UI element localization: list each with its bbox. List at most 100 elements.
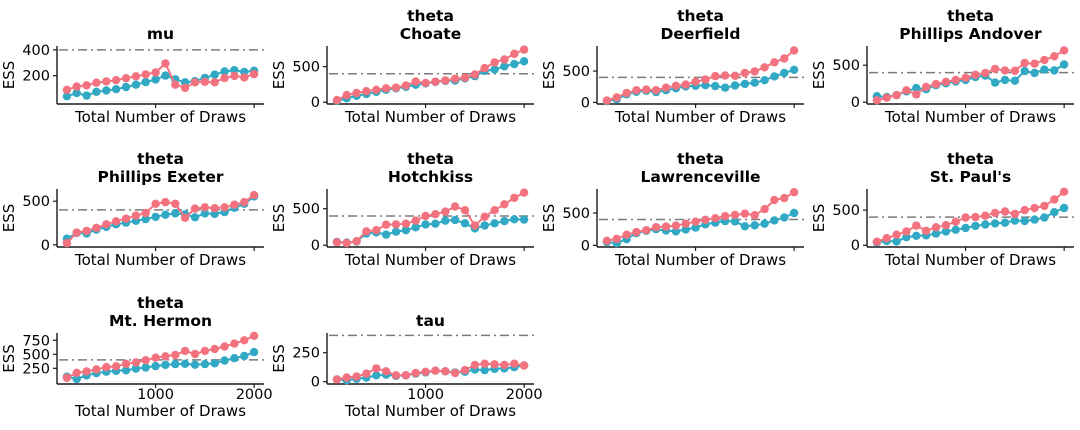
data-point-pink (342, 239, 351, 248)
data-point-pink (111, 361, 121, 371)
data-point-pink (161, 59, 170, 68)
data-point-teal (72, 88, 81, 98)
data-point-pink (220, 203, 229, 212)
data-point-pink (990, 64, 1000, 74)
data-point-pink (151, 353, 160, 362)
data-point-pink (401, 81, 411, 90)
data-point-pink (730, 211, 740, 220)
data-point-pink (622, 230, 631, 240)
x-tick-label: 2000 (506, 387, 543, 403)
subplot-theta-phillips-andover: theta Phillips Andover 0 500 ESS Total Number… (810, 0, 1080, 143)
data-point-pink (411, 368, 420, 377)
y-tick-label: 250 (22, 361, 50, 377)
data-point-pink (882, 93, 891, 102)
data-point-pink (372, 363, 381, 373)
data-point-pink (249, 331, 259, 340)
y-tick-label: 400 (22, 43, 50, 59)
data-point-pink (1010, 210, 1020, 219)
data-point-pink (82, 366, 91, 376)
data-point-teal (1010, 216, 1020, 226)
data-point-pink (951, 75, 960, 85)
data-point-pink (121, 214, 131, 224)
x-axis-label: Total Number of Draws (884, 251, 1056, 269)
data-point-teal (1020, 217, 1029, 226)
data-point-pink (102, 362, 111, 372)
data-point-pink (210, 344, 219, 353)
data-point-pink (190, 204, 200, 214)
data-point-pink (372, 226, 381, 235)
data-point-pink (490, 359, 499, 369)
data-point-pink (391, 370, 401, 380)
y-tick-label: 200 (22, 69, 50, 85)
data-point-pink (332, 374, 342, 384)
y-tick-label: 0 (41, 238, 50, 254)
data-point-teal (141, 362, 150, 372)
data-point-teal (1020, 66, 1029, 76)
data-point-teal (441, 216, 450, 226)
data-point-pink (62, 373, 72, 382)
data-point-pink (681, 80, 690, 89)
data-point-pink (102, 77, 111, 86)
data-point-pink (622, 88, 631, 98)
x-tick-label: 1000 (407, 387, 444, 403)
data-point-pink (902, 86, 911, 95)
plot-title-line1: theta (947, 150, 994, 168)
data-point-pink (161, 351, 170, 361)
data-point-pink (971, 70, 980, 80)
data-point-pink (391, 220, 401, 229)
data-point-pink (352, 88, 361, 98)
data-point-pink (941, 77, 951, 87)
data-point-pink (961, 213, 970, 223)
data-point-pink (921, 226, 931, 236)
y-tick-label: 0 (311, 374, 320, 390)
data-point-pink (902, 227, 911, 237)
y-tick-label: 0 (311, 95, 320, 111)
data-point-pink (431, 77, 440, 86)
data-point-pink (450, 368, 460, 377)
subplot-tau: tau 0 250 1000 2000 ESS Total Number of Draws (270, 287, 543, 430)
y-tick-label: 750 (22, 333, 50, 349)
data-point-pink (1000, 207, 1010, 217)
data-point-pink (1040, 202, 1049, 211)
data-point-pink (1030, 59, 1039, 68)
data-point-pink (200, 346, 210, 355)
data-point-teal (941, 227, 951, 237)
data-point-pink (362, 87, 371, 96)
data-point-teal (789, 65, 799, 75)
data-point-pink (72, 228, 81, 238)
data-point-teal (691, 223, 700, 233)
data-point-pink (362, 369, 371, 378)
plot-title-line2: Phillips Andover (899, 25, 1042, 43)
data-point-teal (1030, 68, 1039, 78)
data-point-teal (780, 68, 789, 78)
y-tick-label: 500 (292, 60, 320, 76)
x-axis-label: Total Number of Draws (344, 402, 516, 420)
data-point-pink (220, 73, 229, 83)
data-point-pink (612, 235, 621, 244)
data-point-pink (510, 193, 519, 203)
y-axis-label: ESS (810, 204, 828, 233)
data-point-teal (411, 223, 420, 232)
data-point-pink (190, 349, 200, 358)
data-point-pink (141, 355, 150, 365)
data-point-teal (220, 355, 229, 365)
plot-title-line2: Hotchkiss (388, 168, 473, 186)
y-axis-label: ESS (0, 344, 18, 373)
data-point-pink (931, 79, 941, 89)
data-point-teal (190, 213, 200, 222)
y-axis-label: ESS (270, 344, 288, 373)
data-point-pink (1050, 195, 1059, 205)
data-point-teal (151, 75, 160, 84)
data-point-teal (770, 72, 779, 81)
data-point-pink (131, 357, 141, 367)
data-point-pink (990, 209, 1000, 218)
data-point-teal (740, 222, 750, 231)
data-point-pink (1000, 66, 1010, 75)
data-point-pink (912, 90, 921, 99)
data-point-teal (121, 82, 131, 92)
data-point-teal (519, 215, 529, 225)
data-point-pink (151, 68, 160, 77)
data-point-teal (720, 83, 730, 92)
x-axis-label: Total Number of Draws (74, 108, 246, 126)
